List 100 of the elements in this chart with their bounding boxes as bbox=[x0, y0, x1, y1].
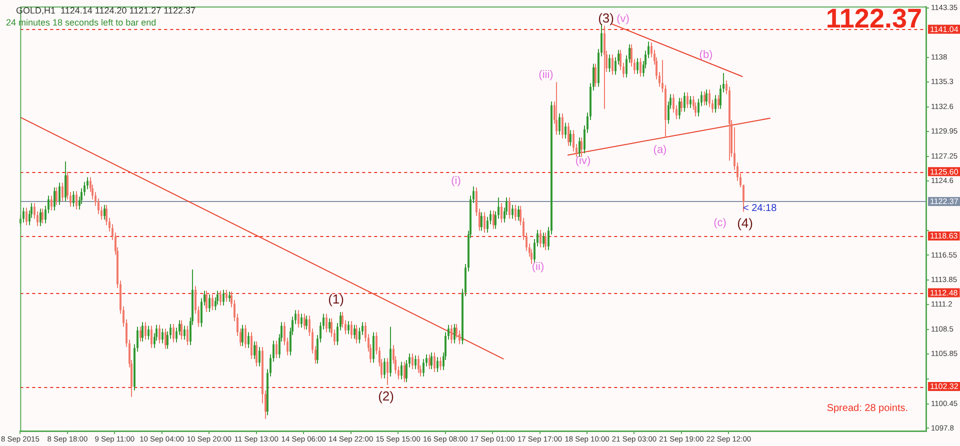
candlestick bbox=[186, 325, 188, 346]
ref-line-label: 1102.32 bbox=[930, 382, 959, 392]
candlestick bbox=[206, 290, 208, 312]
candlestick bbox=[386, 358, 388, 386]
candlestick bbox=[544, 232, 546, 251]
ref-line-label: 1141.04 bbox=[930, 24, 959, 34]
annotation: (iii) bbox=[538, 69, 554, 82]
annotation: (3) bbox=[598, 10, 614, 26]
candlestick bbox=[306, 315, 308, 330]
candlestick bbox=[704, 90, 706, 106]
candlestick bbox=[208, 294, 210, 312]
candlestick bbox=[608, 54, 610, 73]
candlestick bbox=[430, 352, 432, 370]
candlestick bbox=[480, 212, 482, 232]
candlestick bbox=[418, 354, 420, 374]
candlestick bbox=[148, 325, 150, 340]
candlestick bbox=[680, 97, 682, 112]
candlestick bbox=[172, 323, 174, 343]
candlestick bbox=[64, 161, 66, 202]
candlestick bbox=[348, 320, 350, 335]
candlestick bbox=[298, 310, 300, 328]
candlestick bbox=[62, 182, 64, 202]
candlestick bbox=[500, 202, 502, 223]
ref-line-label: 1122.37 bbox=[930, 197, 959, 206]
candlestick bbox=[104, 204, 106, 220]
candlestick bbox=[450, 324, 452, 344]
candlestick bbox=[142, 322, 144, 342]
candlestick bbox=[594, 63, 596, 88]
candlestick bbox=[542, 232, 544, 248]
annotation: Spread: 28 points. bbox=[826, 402, 908, 414]
annotation: (4) bbox=[737, 216, 753, 231]
candlestick bbox=[256, 340, 258, 367]
candlestick bbox=[484, 212, 486, 234]
candlestick bbox=[158, 324, 160, 344]
candlestick bbox=[22, 207, 24, 223]
candlestick bbox=[54, 186, 56, 211]
candlestick bbox=[540, 229, 542, 248]
candlestick bbox=[184, 325, 186, 340]
candlestick bbox=[570, 130, 572, 146]
candlestick bbox=[254, 340, 256, 360]
candlestick bbox=[422, 358, 424, 378]
candlestick bbox=[492, 210, 494, 230]
candlestick bbox=[558, 113, 560, 136]
annotation: (v) bbox=[616, 13, 630, 26]
candlestick bbox=[678, 97, 680, 120]
candlestick bbox=[518, 205, 520, 222]
candlestick bbox=[690, 96, 692, 109]
candlestick bbox=[556, 82, 558, 136]
candlestick bbox=[436, 356, 438, 372]
candlestick bbox=[228, 291, 230, 302]
candlestick bbox=[140, 326, 142, 342]
candlestick bbox=[400, 361, 402, 380]
annotation: 1122.37 bbox=[826, 3, 922, 34]
candlestick bbox=[706, 89, 708, 106]
candlestick bbox=[220, 290, 222, 306]
candlestick bbox=[350, 320, 352, 340]
candlestick bbox=[434, 352, 436, 372]
candlestick bbox=[508, 197, 510, 220]
candlestick bbox=[440, 356, 442, 371]
candlestick bbox=[686, 92, 688, 109]
candlestick bbox=[328, 318, 330, 333]
candlestick bbox=[714, 94, 716, 114]
ref-line-label: 1118.63 bbox=[930, 232, 958, 241]
candlestick bbox=[390, 326, 392, 378]
candlestick bbox=[300, 313, 302, 328]
candlestick bbox=[276, 340, 278, 359]
candlestick bbox=[404, 361, 406, 383]
annotation: (a) bbox=[653, 144, 667, 156]
candlestick bbox=[150, 325, 152, 348]
candlestick bbox=[636, 58, 638, 74]
annotation: (i) bbox=[451, 175, 461, 188]
candlestick bbox=[564, 122, 566, 139]
candlestick bbox=[568, 122, 570, 146]
candlestick bbox=[414, 354, 416, 370]
candlestick bbox=[258, 346, 260, 367]
candlestick bbox=[248, 332, 250, 348]
candlestick bbox=[180, 320, 182, 340]
candlestick bbox=[612, 54, 614, 76]
ref-line-label: 1125.60 bbox=[930, 167, 959, 176]
candlestick bbox=[40, 208, 42, 227]
candlestick bbox=[226, 289, 228, 302]
candlestick bbox=[42, 208, 44, 224]
candlestick bbox=[384, 358, 386, 379]
annotation: (iv) bbox=[575, 155, 591, 168]
candlestick bbox=[684, 92, 686, 112]
candlestick bbox=[162, 328, 164, 344]
candlestick bbox=[58, 182, 60, 206]
candlestick bbox=[212, 294, 214, 311]
candlestick bbox=[56, 186, 58, 206]
candlestick bbox=[144, 322, 146, 340]
annotation: (ii) bbox=[532, 261, 544, 274]
candlestick bbox=[356, 324, 358, 344]
candlestick bbox=[372, 332, 374, 364]
candlestick bbox=[222, 289, 224, 306]
candlestick bbox=[326, 313, 328, 333]
candlestick bbox=[76, 190, 78, 210]
candlestick bbox=[578, 137, 580, 158]
candlestick bbox=[244, 324, 246, 348]
candlestick bbox=[640, 58, 642, 78]
candlestick bbox=[718, 94, 720, 110]
